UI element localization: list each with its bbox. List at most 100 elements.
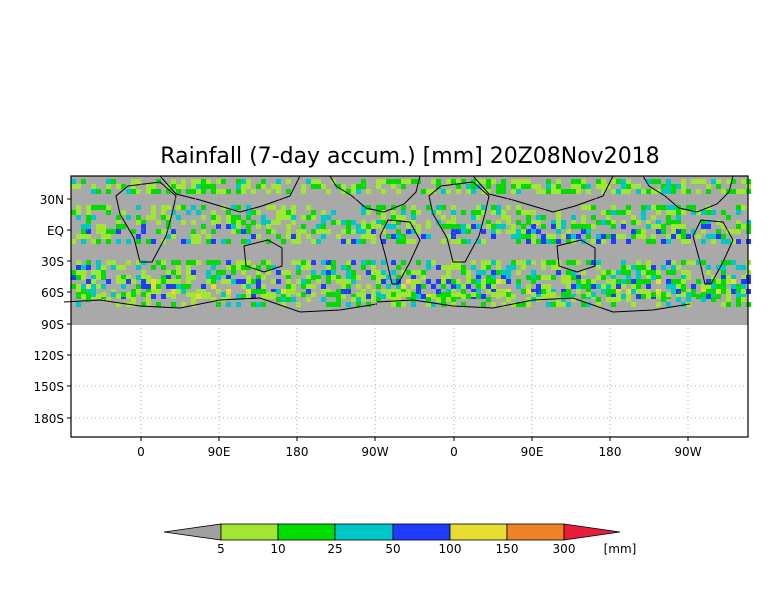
rain-cell [356,297,361,302]
rain-cell [296,260,301,265]
rain-cell [601,184,606,189]
rain-cell [656,294,661,299]
rain-cell [156,279,161,284]
rain-cell [701,229,706,234]
rain-cell [341,220,346,225]
rain-cell [201,189,206,194]
rain-cell [176,184,181,189]
rain-cell [181,289,186,294]
rain-cell [371,260,376,265]
rain-cell [166,284,171,289]
rain-cell [531,234,536,239]
rain-cell [221,189,226,194]
rain-cell [546,234,551,239]
rain-cell [546,292,551,297]
rain-cell [196,189,201,194]
rain-cell [626,265,631,270]
rain-cell [566,289,571,294]
rain-cell [496,279,501,284]
rain-cell [181,179,186,184]
rain-cell [631,234,636,239]
rain-cell [171,210,176,215]
rain-cell [261,260,266,265]
rain-cell [441,297,446,302]
rain-cell [321,229,326,234]
rain-cell [86,220,91,225]
rain-cell [351,260,356,265]
y-tick-label: 150S [33,380,64,394]
rain-cell [276,189,281,194]
rain-cell [586,289,591,294]
rain-cell [86,289,91,294]
rain-cell [171,289,176,294]
rain-cell [376,279,381,284]
rain-cell [271,289,276,294]
rain-cell [471,292,476,297]
rain-cell [481,279,486,284]
rain-cell [536,289,541,294]
rain-cell [276,184,281,189]
rain-cell [311,184,316,189]
rain-cell [531,270,536,275]
rain-cell [131,302,136,307]
rain-cell [541,265,546,270]
rain-cell [601,210,606,215]
rain-cell [546,284,551,289]
rain-cell [171,270,176,275]
rain-cell [136,289,141,294]
rain-cell [511,229,516,234]
rain-cell [516,302,521,307]
rain-cell [476,270,481,275]
rain-cell [556,184,561,189]
rain-cell [226,279,231,284]
rain-cell [211,184,216,189]
rain-cell [411,220,416,225]
rain-cell [401,179,406,184]
rain-cell [451,302,456,307]
rain-cell [276,210,281,215]
rain-cell [261,289,266,294]
rain-cell [216,289,221,294]
rain-cell [601,179,606,184]
rain-cell [731,239,736,244]
rain-cell [76,205,81,210]
rain-cell [406,292,411,297]
rain-cell [716,184,721,189]
rain-cell [491,179,496,184]
rain-cell [256,234,261,239]
rain-cell [86,260,91,265]
rain-cell [586,302,591,307]
rain-cell [646,205,651,210]
rain-cell [576,179,581,184]
rain-cell [636,275,641,280]
rain-cell [211,275,216,280]
rain-cell [691,179,696,184]
rain-cell [426,265,431,270]
rain-cell [261,284,266,289]
rain-cell [566,302,571,307]
rain-cell [561,279,566,284]
rain-cell [121,184,126,189]
rain-cell [546,289,551,294]
colorbar-level-label: 10 [270,542,285,556]
rain-cell [576,224,581,229]
rain-cell [731,179,736,184]
rain-cell [196,289,201,294]
rain-cell [116,229,121,234]
rain-cell [426,297,431,302]
rain-cell [481,239,486,244]
rain-cell [471,265,476,270]
rain-cell [526,302,531,307]
rain-cell [466,224,471,229]
rain-cell [181,239,186,244]
rain-cell [651,275,656,280]
rain-cell [741,224,746,229]
y-tick-label: 120S [33,349,64,363]
rain-cell [331,302,336,307]
rain-cell [226,215,231,220]
rain-cell [286,234,291,239]
rain-cell [541,239,546,244]
rain-cell [671,265,676,270]
y-tick-label: 60S [41,286,64,300]
rain-cell [571,284,576,289]
